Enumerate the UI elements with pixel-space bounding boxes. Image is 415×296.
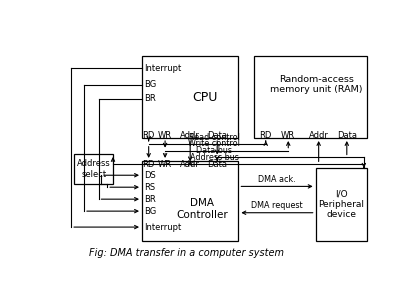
Text: RS: RS: [144, 183, 156, 192]
Text: Address bus: Address bus: [190, 153, 239, 162]
Text: Addr: Addr: [180, 131, 200, 140]
Text: Address
select: Address select: [77, 159, 110, 178]
Text: Read control: Read control: [189, 133, 240, 141]
Text: Write control: Write control: [188, 139, 240, 148]
Text: Random-access
memory unit (RAM): Random-access memory unit (RAM): [270, 75, 363, 94]
Bar: [142, 56, 239, 138]
Text: DMA ack.: DMA ack.: [258, 175, 296, 184]
Text: Fig: DMA transfer in a computer system: Fig: DMA transfer in a computer system: [90, 248, 284, 258]
Text: BG: BG: [144, 80, 157, 89]
Text: WR: WR: [158, 131, 172, 140]
Text: DMA
Controller: DMA Controller: [176, 198, 227, 220]
Text: BR: BR: [144, 195, 156, 204]
Text: Interrupt: Interrupt: [144, 64, 182, 73]
Bar: [254, 56, 367, 138]
Text: Data: Data: [207, 160, 227, 170]
Text: Addr: Addr: [180, 160, 200, 170]
Text: DS: DS: [144, 171, 156, 180]
Text: Data bus: Data bus: [196, 146, 232, 155]
Text: Data: Data: [207, 131, 227, 140]
Text: Addr: Addr: [309, 131, 329, 140]
Text: DMA request: DMA request: [251, 201, 303, 210]
Text: I/O
Peripheral
device: I/O Peripheral device: [318, 189, 364, 219]
Bar: [142, 161, 239, 241]
Text: RD: RD: [142, 160, 155, 170]
Text: RD: RD: [259, 131, 272, 140]
Text: BR: BR: [144, 94, 156, 103]
Text: WR: WR: [158, 160, 172, 170]
Bar: [74, 154, 113, 184]
Text: Data: Data: [337, 131, 357, 140]
Text: WR: WR: [281, 131, 295, 140]
Text: CPU: CPU: [192, 91, 217, 104]
Text: BG: BG: [144, 207, 157, 215]
Text: Interrupt: Interrupt: [144, 223, 182, 231]
Bar: [315, 168, 367, 241]
Text: RD: RD: [142, 131, 155, 140]
